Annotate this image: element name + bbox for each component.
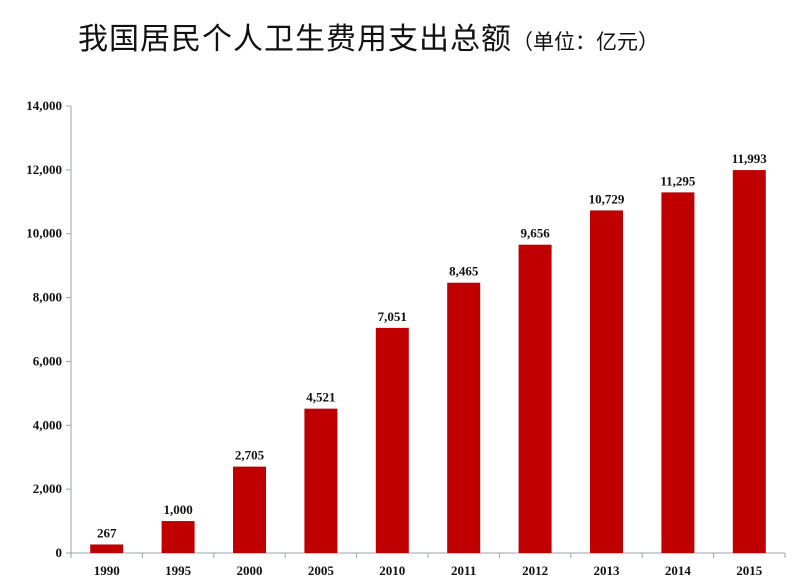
x-tick-label: 2012 — [522, 563, 548, 578]
y-tick-label: 12,000 — [26, 162, 62, 177]
data-label: 267 — [97, 525, 117, 540]
data-label: 7,051 — [378, 309, 407, 324]
bar — [161, 521, 195, 553]
chart-title-unit: （单位：亿元） — [512, 30, 659, 54]
bar — [304, 408, 338, 553]
x-tick-label: 1995 — [165, 563, 192, 578]
data-label: 8,465 — [449, 264, 479, 279]
y-tick-label: 0 — [56, 545, 63, 560]
bar — [590, 210, 623, 553]
x-tick-label: 2011 — [451, 563, 476, 578]
data-label: 2,705 — [235, 448, 265, 463]
y-tick-label: 4,000 — [33, 417, 62, 432]
x-tick-label: 2010 — [379, 563, 405, 578]
y-tick-label: 8,000 — [33, 290, 62, 305]
x-tick-label: 2000 — [237, 563, 263, 578]
x-tick-label: 2013 — [594, 563, 621, 578]
y-tick-label: 2,000 — [33, 481, 62, 496]
bar — [233, 466, 266, 553]
x-tick-label: 1990 — [94, 563, 120, 578]
bar — [90, 544, 124, 553]
bar — [732, 170, 766, 554]
data-label: 4,521 — [306, 390, 335, 405]
data-label: 11,295 — [660, 173, 696, 188]
bar — [447, 282, 481, 553]
x-tick-label: 2005 — [308, 563, 335, 578]
data-label: 1,000 — [163, 502, 192, 517]
data-label: 10,729 — [589, 191, 625, 206]
bar — [518, 244, 552, 554]
data-label: 9,656 — [520, 226, 550, 241]
chart-title: 我国居民个人卫生费用支出总额（单位：亿元） — [78, 14, 659, 58]
chart-title-main: 我国居民个人卫生费用支出总额 — [78, 22, 512, 57]
y-tick-label: 6,000 — [33, 353, 62, 368]
y-tick-label: 10,000 — [26, 226, 62, 241]
bar — [661, 192, 695, 553]
y-tick-label: 14,000 — [26, 98, 62, 113]
x-tick-label: 2015 — [736, 563, 763, 578]
x-tick-label: 2014 — [665, 563, 692, 578]
data-label: 11,993 — [732, 151, 768, 166]
bar — [375, 327, 409, 553]
